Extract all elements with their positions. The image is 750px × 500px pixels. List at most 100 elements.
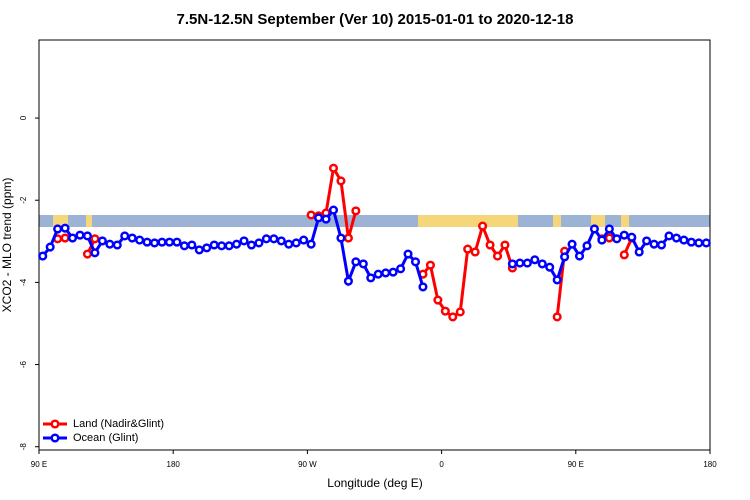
data-point — [433, 295, 443, 305]
data-point — [381, 268, 391, 278]
data-point — [75, 230, 85, 240]
data-point — [351, 206, 361, 216]
data-point — [664, 231, 674, 241]
data-point — [321, 214, 331, 224]
data-point — [627, 232, 637, 242]
data-point — [358, 259, 368, 269]
data-point — [276, 236, 286, 246]
x-tick-label: 90 E — [31, 460, 47, 469]
data-point — [299, 235, 309, 245]
land-patch — [418, 215, 518, 227]
data-point — [604, 233, 614, 243]
data-point — [90, 248, 100, 258]
x-tick-label: 180 — [703, 460, 717, 469]
data-point — [202, 243, 212, 253]
data-point — [336, 176, 346, 186]
data-point — [82, 249, 93, 259]
data-point — [261, 234, 271, 244]
y-tick-label: -8 — [19, 443, 28, 451]
chart-title: 7.5N-12.5N September (Ver 10) 2015-01-01… — [177, 11, 574, 28]
data-point — [60, 233, 70, 243]
data-point — [90, 234, 100, 244]
data-point — [396, 264, 406, 274]
data-point — [246, 240, 257, 250]
land-patch — [553, 215, 561, 227]
data-point — [291, 238, 301, 248]
x-tick-label: 90 W — [298, 460, 317, 469]
data-point — [194, 245, 204, 255]
y-tick-label: -2 — [19, 196, 28, 204]
data-point — [634, 247, 644, 257]
data-point — [343, 233, 353, 243]
data-point — [492, 251, 503, 261]
data-point — [500, 240, 510, 250]
data-point — [619, 230, 629, 240]
data-point — [135, 235, 145, 245]
data-point — [351, 257, 361, 267]
data-point — [366, 273, 376, 283]
data-point — [604, 224, 614, 234]
data-point — [97, 236, 107, 246]
legend: Land (Nadir&Glint) Ocean (Glint) — [43, 418, 164, 444]
data-point — [656, 240, 667, 250]
data-point — [649, 239, 659, 249]
data-point — [343, 276, 353, 286]
data-point — [515, 258, 525, 268]
data-point — [187, 240, 197, 250]
data-point — [478, 221, 488, 231]
data-point — [410, 257, 421, 267]
data-point — [127, 233, 137, 243]
legend-marker — [50, 419, 60, 429]
data-point — [336, 233, 346, 243]
data-point — [150, 238, 160, 248]
data-point — [418, 282, 428, 292]
data-point — [612, 234, 622, 244]
data-point — [232, 239, 242, 249]
data-point — [328, 163, 339, 173]
data-point — [239, 236, 249, 246]
data-point — [306, 239, 316, 249]
data-point — [314, 213, 324, 223]
x-tick-label: 90 E — [568, 460, 584, 469]
data-point — [530, 255, 540, 265]
data-point — [425, 260, 435, 270]
data-point — [209, 240, 219, 250]
data-point — [694, 238, 704, 248]
land-ocean-strip — [39, 215, 710, 227]
data-point — [686, 237, 696, 247]
legend-marker — [50, 433, 60, 443]
data-point — [403, 249, 413, 259]
data-point — [485, 240, 495, 250]
data-point — [112, 240, 122, 250]
data-point — [470, 247, 480, 257]
y-axis-label: XCO2 - MLO trend (ppm) — [0, 178, 14, 313]
data-point — [552, 275, 562, 285]
data-point — [217, 241, 227, 251]
data-point — [269, 234, 279, 244]
legend-label: Ocean (Glint) — [73, 432, 138, 444]
land-patch — [591, 215, 605, 227]
land-patch — [621, 215, 629, 227]
x-axis-label: Longitude (deg E) — [327, 476, 422, 490]
y-tick-label: 0 — [19, 115, 28, 120]
data-point — [574, 251, 585, 261]
data-point — [224, 241, 234, 251]
data-point — [537, 259, 547, 269]
data-point — [38, 251, 48, 261]
data-point — [552, 312, 562, 322]
data-point — [164, 237, 175, 247]
data-point — [179, 241, 189, 251]
data-point — [120, 231, 130, 241]
data-point — [463, 244, 473, 254]
data-point — [68, 233, 78, 243]
y-tick-label: -4 — [19, 278, 28, 286]
data-point — [448, 312, 458, 322]
x-tick-label: 180 — [167, 460, 181, 469]
data-point — [157, 237, 167, 247]
data-point — [589, 224, 599, 234]
data-point — [455, 307, 465, 317]
ocean-strip — [39, 215, 710, 227]
data-point — [45, 242, 55, 252]
data-point — [142, 237, 152, 247]
data-point — [701, 238, 711, 248]
